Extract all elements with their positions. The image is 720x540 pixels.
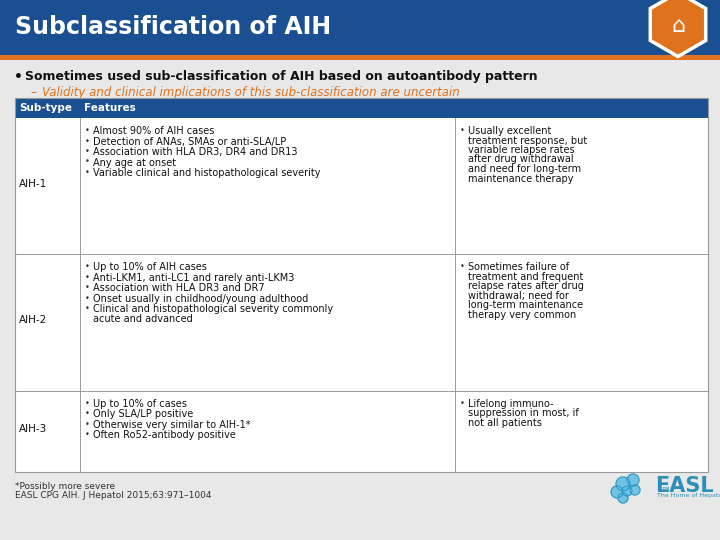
Text: ™: ™: [655, 486, 671, 496]
Text: suppression in most, if: suppression in most, if: [468, 408, 579, 418]
Text: maintenance therapy: maintenance therapy: [468, 173, 574, 184]
Text: •: •: [85, 147, 90, 156]
Text: Often Ro52-antibody positive: Often Ro52-antibody positive: [93, 430, 236, 440]
Circle shape: [630, 485, 640, 495]
Text: Usually excellent: Usually excellent: [468, 126, 552, 136]
Text: Sub-type: Sub-type: [19, 103, 72, 113]
Text: Variable clinical and histopathological severity: Variable clinical and histopathological …: [93, 168, 320, 178]
Text: *Possibly more severe: *Possibly more severe: [15, 482, 115, 491]
Text: Onset usually in childhood/young adulthood: Onset usually in childhood/young adultho…: [93, 294, 308, 304]
Text: AIH-3: AIH-3: [19, 424, 48, 434]
Text: Features: Features: [84, 103, 136, 113]
Text: Otherwise very similar to AIH-1*: Otherwise very similar to AIH-1*: [93, 420, 251, 430]
Text: •: •: [85, 273, 90, 282]
Text: •: •: [85, 304, 90, 313]
Text: ⌂: ⌂: [671, 16, 685, 36]
Text: treatment and frequent: treatment and frequent: [468, 272, 583, 282]
Text: •: •: [85, 294, 90, 303]
Text: Only SLA/LP positive: Only SLA/LP positive: [93, 409, 193, 419]
Text: •: •: [85, 158, 90, 166]
Text: variable relapse rates: variable relapse rates: [468, 145, 575, 155]
Text: •: •: [460, 126, 465, 135]
Text: Lifelong immuno-: Lifelong immuno-: [468, 399, 554, 409]
Text: after drug withdrawal: after drug withdrawal: [468, 154, 574, 165]
Circle shape: [611, 486, 623, 498]
Text: •: •: [85, 262, 90, 271]
Text: –: –: [30, 86, 36, 99]
Text: Association with HLA DR3 and DR7: Association with HLA DR3 and DR7: [93, 284, 265, 293]
Text: Sometimes failure of: Sometimes failure of: [468, 262, 569, 272]
Text: AIH-2: AIH-2: [19, 315, 48, 326]
Text: Almost 90% of AIH cases: Almost 90% of AIH cases: [93, 126, 215, 136]
Polygon shape: [650, 0, 706, 57]
Text: •: •: [14, 70, 23, 84]
Text: withdrawal; need for: withdrawal; need for: [468, 291, 569, 301]
Text: EASL: EASL: [655, 476, 714, 496]
Circle shape: [618, 493, 628, 503]
Text: •: •: [85, 399, 90, 408]
Text: •: •: [85, 420, 90, 429]
Text: Detection of ANAs, SMAs or anti-SLA/LP: Detection of ANAs, SMAs or anti-SLA/LP: [93, 137, 287, 146]
Text: not all patients: not all patients: [468, 417, 542, 428]
Circle shape: [627, 474, 639, 486]
Text: and need for long-term: and need for long-term: [468, 164, 581, 174]
Text: •: •: [460, 399, 465, 408]
Text: therapy very common: therapy very common: [468, 310, 576, 320]
Text: •: •: [85, 126, 90, 135]
Text: Clinical and histopathological severity commonly: Clinical and histopathological severity …: [93, 304, 333, 314]
Bar: [15, 98, 708, 472]
Text: •: •: [85, 168, 90, 177]
Text: relapse rates after drug: relapse rates after drug: [468, 281, 584, 291]
Text: •: •: [85, 409, 90, 418]
Bar: [15, 98, 708, 118]
Bar: [0, 0, 720, 55]
Text: Subclassification of AIH: Subclassification of AIH: [15, 16, 331, 39]
Text: Anti-LKM1, anti-LC1 and rarely anti-LKM3: Anti-LKM1, anti-LC1 and rarely anti-LKM3: [93, 273, 294, 283]
Text: The Home of Hepatology: The Home of Hepatology: [657, 494, 720, 498]
Text: Association with HLA DR3, DR4 and DR13: Association with HLA DR3, DR4 and DR13: [93, 147, 297, 157]
Text: •: •: [85, 137, 90, 145]
Text: •: •: [85, 430, 90, 439]
Text: Any age at onset: Any age at onset: [93, 158, 176, 167]
Text: Up to 10% of AIH cases: Up to 10% of AIH cases: [93, 262, 207, 272]
Circle shape: [622, 486, 632, 496]
Text: long-term maintenance: long-term maintenance: [468, 300, 583, 310]
Text: EASL CPG AIH. J Hepatol 2015;63:971–1004: EASL CPG AIH. J Hepatol 2015;63:971–1004: [15, 491, 212, 500]
Text: Validity and clinical implications of this sub-classification are uncertain: Validity and clinical implications of th…: [42, 86, 460, 99]
Circle shape: [616, 477, 630, 491]
Text: Sometimes used sub-classification of AIH based on autoantibody pattern: Sometimes used sub-classification of AIH…: [25, 70, 538, 83]
Text: •: •: [85, 284, 90, 292]
Bar: [0, 55, 720, 60]
Text: •: •: [460, 262, 465, 271]
Text: treatment response, but: treatment response, but: [468, 136, 588, 145]
Text: Up to 10% of cases: Up to 10% of cases: [93, 399, 187, 409]
Bar: [15, 118, 708, 472]
Text: AIH-1: AIH-1: [19, 179, 48, 189]
Text: acute and advanced: acute and advanced: [93, 314, 193, 324]
